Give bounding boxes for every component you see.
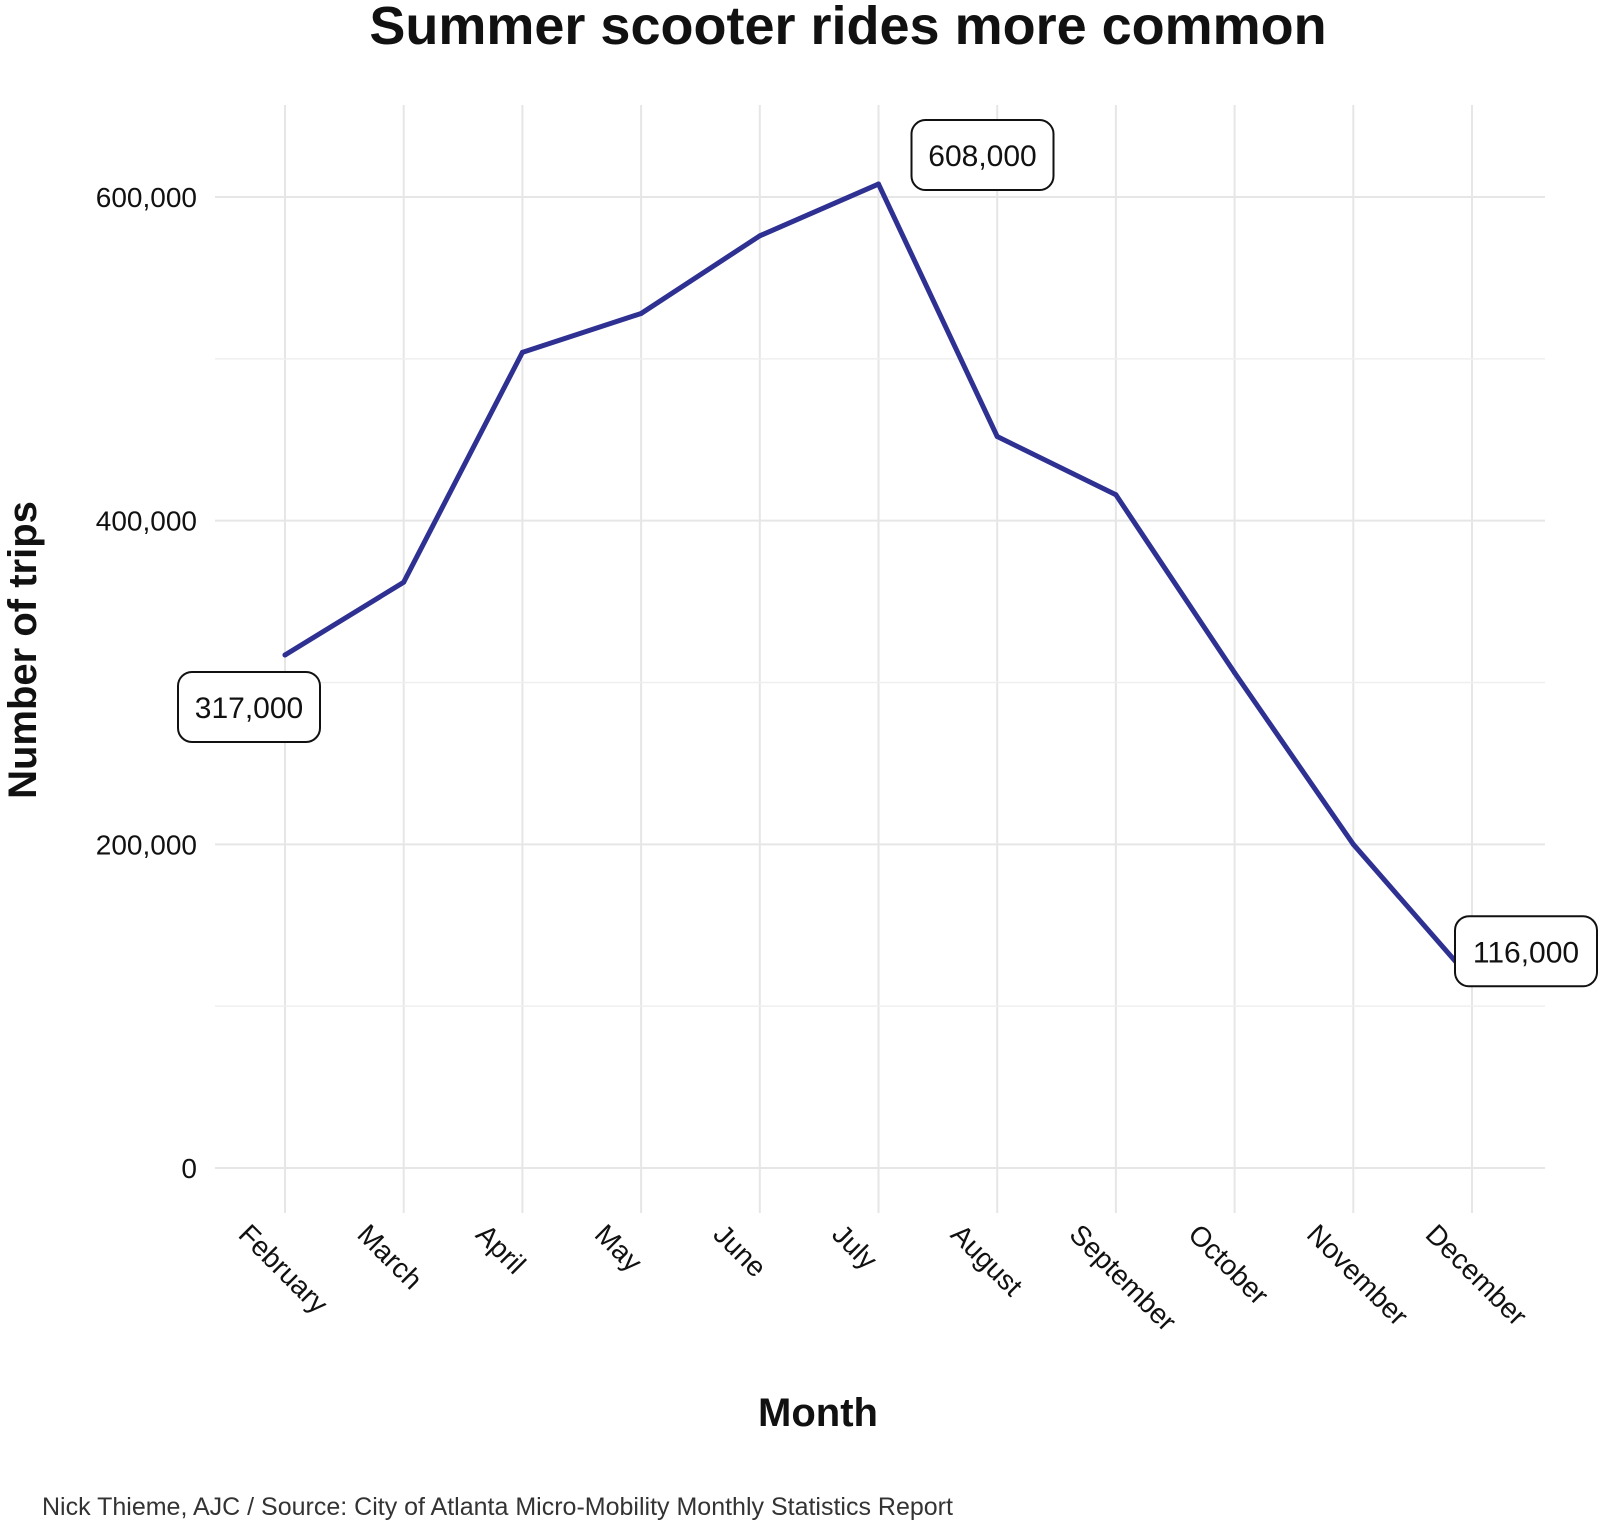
x-axis-title: Month (758, 1391, 878, 1435)
data-point-september (1113, 492, 1119, 498)
annotation-label: 116,000 (1473, 936, 1579, 969)
annotation-callout: 116,000 (1454, 915, 1598, 988)
data-point-march (401, 579, 407, 585)
annotation-box (177, 670, 321, 743)
data-point-may (638, 311, 644, 317)
annotation-box (1454, 915, 1598, 988)
y-tick-label: 0 (181, 1153, 197, 1184)
annotations: 317,000 608,000 116,000 (177, 119, 1598, 988)
annotation-label: 608,000 (928, 140, 1036, 173)
data-point-february (282, 652, 288, 658)
data-point-october (1232, 670, 1238, 676)
y-tick-label: 400,000 (96, 506, 197, 537)
source-caption: Nick Thieme, AJC / Source: City of Atlan… (42, 1493, 953, 1521)
grid (215, 105, 1545, 1213)
annotation-label: 317,000 (195, 692, 303, 725)
data-point-june (757, 233, 763, 239)
annotation-callout: 317,000 (177, 670, 321, 743)
data-point-november (1350, 841, 1356, 847)
y-axis-tick-labels: 0 200,000 400,000 600,000 (96, 182, 197, 1184)
chart-title: Summer scooter rides more common (369, 0, 1326, 56)
data-point-july (876, 181, 881, 187)
y-tick-label: 600,000 (96, 182, 197, 213)
y-axis-title: Number of trips (1, 501, 45, 799)
data-point-august (994, 434, 1000, 440)
annotation-callout: 608,000 (910, 119, 1055, 192)
annotation-box (910, 119, 1055, 192)
data-point-april (519, 349, 525, 355)
y-tick-label: 200,000 (96, 829, 197, 860)
